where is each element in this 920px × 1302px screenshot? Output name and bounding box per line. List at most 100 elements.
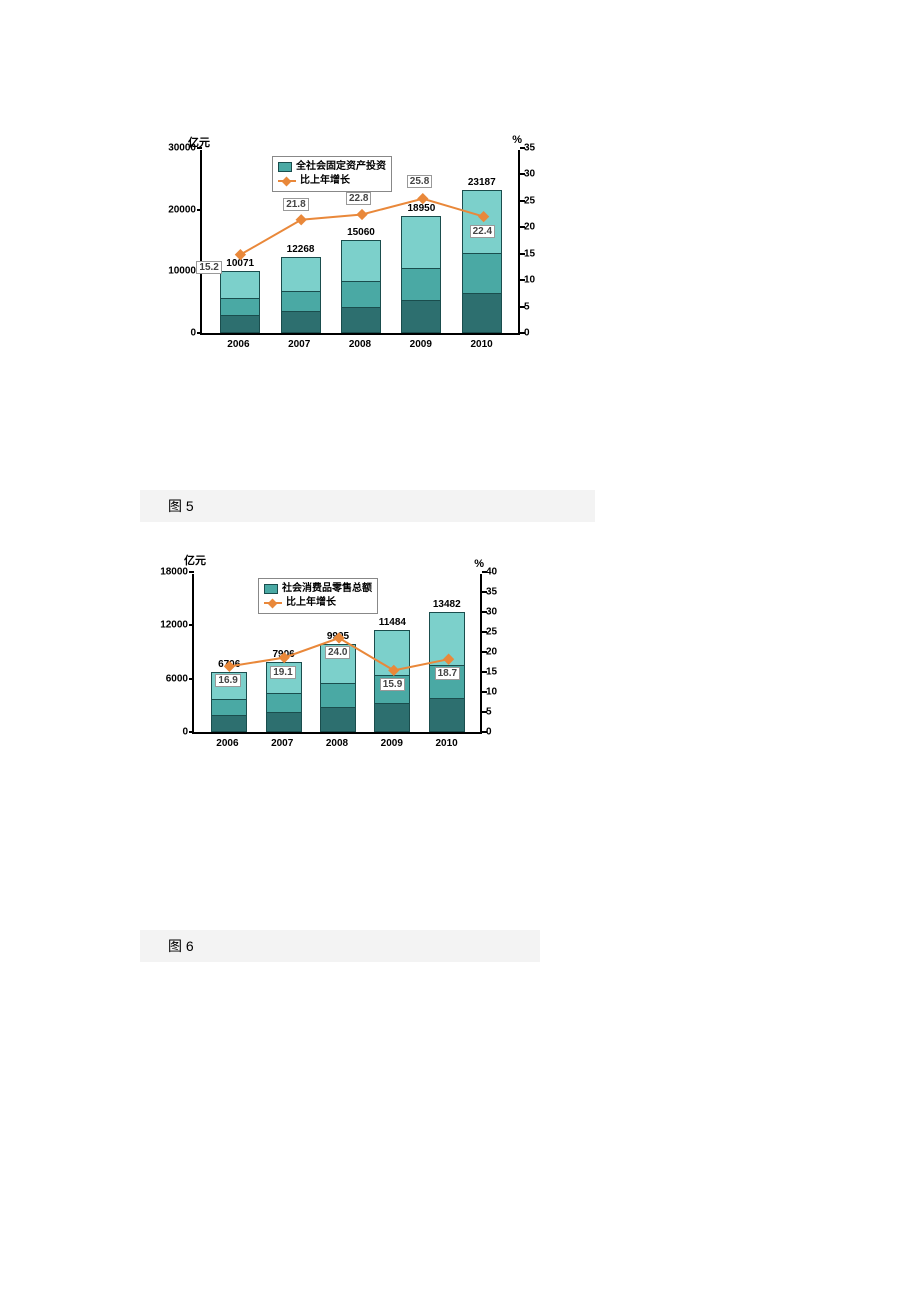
bar-value-label: 7906 xyxy=(272,649,294,660)
ytick-right: 30 xyxy=(486,607,497,618)
bar-value-label: 9905 xyxy=(327,631,349,642)
y-right-label: % xyxy=(512,134,522,146)
line-value-label: 15.2 xyxy=(196,261,221,274)
bar-value-label: 6706 xyxy=(218,659,240,670)
bar-segment xyxy=(375,631,409,675)
chart-legend: 全社会固定资产投资比上年增长 xyxy=(272,156,392,192)
ytick-left: 18000 xyxy=(160,567,188,578)
bar-segment xyxy=(463,253,501,292)
legend-line-label: 比上年增长 xyxy=(300,174,350,188)
ytick-right: 10 xyxy=(524,275,535,286)
legend-diamond-icon xyxy=(268,598,278,608)
x-label: 2009 xyxy=(372,738,412,749)
x-label: 2006 xyxy=(207,738,247,749)
legend-line-label: 比上年增长 xyxy=(286,596,336,610)
x-labels: 20062007200820092010 xyxy=(200,335,520,350)
legend-bar-label: 社会消费品零售总额 xyxy=(282,582,372,596)
bar-slot: 13482 xyxy=(429,574,465,732)
bar-segment xyxy=(342,307,380,332)
ytick-left: 12000 xyxy=(160,620,188,631)
bar-segment xyxy=(463,293,501,332)
line-value-label: 25.8 xyxy=(407,175,432,188)
legend-swatch-line xyxy=(278,176,296,186)
bar-segment xyxy=(221,272,259,298)
legend-bar-label: 全社会固定资产投资 xyxy=(296,160,386,174)
tickmark-right xyxy=(482,611,487,613)
ytick-right: 15 xyxy=(524,248,535,259)
line-value-label: 15.9 xyxy=(380,678,405,691)
bar-segment xyxy=(321,707,355,731)
plot-area: 0600012000180000510152025303540670679069… xyxy=(192,574,482,734)
x-label: 2008 xyxy=(340,339,380,350)
x-label: 2009 xyxy=(401,339,441,350)
bar-slot: 10071 xyxy=(220,150,260,333)
bar-segment xyxy=(402,217,440,268)
chart-inner: 亿元%0600012000180000510152025303540670679… xyxy=(140,540,540,930)
bar-segment xyxy=(430,698,464,731)
bar-value-label: 10071 xyxy=(226,258,254,269)
bar xyxy=(341,240,381,333)
tickmark-right xyxy=(520,173,525,175)
chart-inner: 亿元%0100002000030000051015202530351007112… xyxy=(140,80,595,490)
bar-slot: 11484 xyxy=(374,574,410,732)
chart-caption: 图 5 xyxy=(140,490,595,522)
line-value-label: 21.8 xyxy=(283,198,308,211)
bar-segment xyxy=(463,191,501,253)
tickmark-right xyxy=(482,671,487,673)
ytick-right: 25 xyxy=(486,627,497,638)
line-value-label: 18.7 xyxy=(435,667,460,680)
bar-segment xyxy=(342,281,380,306)
bar-segment xyxy=(282,291,320,312)
tickmark-right xyxy=(520,253,525,255)
legend-row-line: 比上年增长 xyxy=(264,596,372,610)
tickmark-right xyxy=(482,691,487,693)
bar-segment xyxy=(321,683,355,707)
ytick-right: 25 xyxy=(524,195,535,206)
tickmark-right xyxy=(482,711,487,713)
bar-segment xyxy=(212,699,246,715)
line-value-label: 24.0 xyxy=(325,646,350,659)
tickmark-right xyxy=(520,226,525,228)
legend-row-bar: 社会消费品零售总额 xyxy=(264,582,372,596)
x-label: 2008 xyxy=(317,738,357,749)
bar-segment xyxy=(267,712,301,731)
x-label: 2010 xyxy=(427,738,467,749)
bar xyxy=(462,190,502,333)
bar-segment xyxy=(402,300,440,332)
legend-swatch-bar xyxy=(264,584,278,594)
tickmark-left xyxy=(197,147,202,149)
tickmark-left xyxy=(189,571,194,573)
bar-segment xyxy=(267,693,301,712)
bar-segment xyxy=(342,241,380,281)
ytick-right: 10 xyxy=(486,687,497,698)
bar-segment xyxy=(402,268,440,300)
y-right-label: % xyxy=(474,558,484,570)
ytick-right: 15 xyxy=(486,667,497,678)
bar-segment xyxy=(282,258,320,290)
line-value-label: 22.8 xyxy=(346,192,371,205)
ytick-right: 40 xyxy=(486,567,497,578)
tickmark-right xyxy=(520,306,525,308)
bar-segment xyxy=(430,613,464,665)
tickmark-right xyxy=(482,591,487,593)
bar-slot: 6706 xyxy=(211,574,247,732)
bar-value-label: 12268 xyxy=(287,244,315,255)
line-value-label: 22.4 xyxy=(470,225,495,238)
tickmark-right xyxy=(520,200,525,202)
ytick-left: 6000 xyxy=(166,673,188,684)
bar xyxy=(281,257,321,333)
x-label: 2010 xyxy=(462,339,502,350)
bar-value-label: 11484 xyxy=(379,617,406,628)
chart-block-chart6: 亿元%0600012000180000510152025303540670679… xyxy=(140,540,540,960)
bar-segment xyxy=(212,715,246,731)
legend-row-bar: 全社会固定资产投资 xyxy=(278,160,386,174)
plot-wrap: 亿元%0100002000030000051015202530351007112… xyxy=(200,150,520,350)
chart-legend: 社会消费品零售总额比上年增长 xyxy=(258,578,378,614)
x-label: 2006 xyxy=(218,339,258,350)
bar-slot: 23187 xyxy=(462,150,502,333)
bar-value-label: 15060 xyxy=(347,227,375,238)
ytick-right: 35 xyxy=(524,143,535,154)
legend-swatch-bar xyxy=(278,162,292,172)
bar-segment xyxy=(375,703,409,731)
tickmark-right xyxy=(520,147,525,149)
